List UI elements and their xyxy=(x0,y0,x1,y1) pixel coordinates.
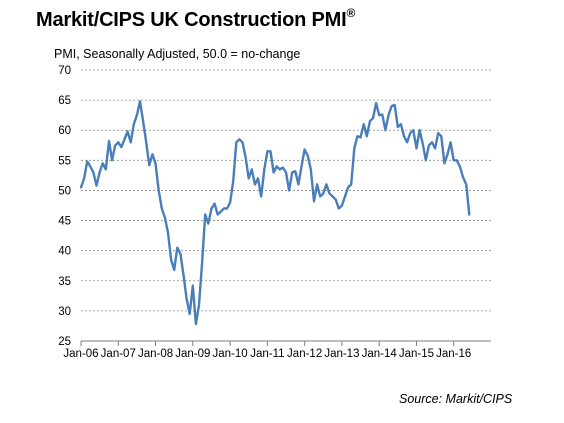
x-tick-label: Jan-14 xyxy=(362,348,398,360)
axes xyxy=(80,340,491,346)
x-axis-ticks: Jan-06 Jan-07 Jan-08 Jan-09 Jan-10 Jan-11 Jan-… xyxy=(63,348,471,360)
x-tick-label: Jan-09 xyxy=(175,348,210,360)
x-tick-label: Jan-16 xyxy=(436,348,471,360)
y-tick-label: 25 xyxy=(58,336,71,348)
x-tick-label: Jan-13 xyxy=(324,348,359,360)
registered-mark: ® xyxy=(346,6,356,20)
x-tick-label: Jan-11 xyxy=(250,348,284,360)
chart-subtitle: PMI, Seasonally Adjusted, 50.0 = no-chan… xyxy=(54,47,301,61)
y-tick-label: 45 xyxy=(58,216,71,228)
x-tick-label: Jan-15 xyxy=(399,348,434,360)
source-note: Source: Markit/CIPS xyxy=(399,392,513,406)
y-tick-label: 35 xyxy=(58,276,71,288)
y-axis-ticks: 70 65 60 55 50 45 40 35 30 25 xyxy=(58,65,71,348)
series-group xyxy=(79,100,471,326)
chart-title: Markit/CIPS UK Construction PMI® xyxy=(36,6,356,31)
x-tick-label: Jan-12 xyxy=(287,348,322,360)
pmi-series-line xyxy=(79,100,471,326)
y-tick-label: 50 xyxy=(58,185,71,197)
gridlines xyxy=(81,69,491,312)
x-tick-label: Jan-08 xyxy=(138,348,173,360)
x-tick-label: Jan-10 xyxy=(213,348,248,360)
x-tick-label: Jan-06 xyxy=(63,348,98,360)
y-tick-label: 65 xyxy=(58,95,71,107)
y-tick-label: 60 xyxy=(58,125,71,137)
y-tick-label: 40 xyxy=(58,246,71,258)
y-tick-label: 70 xyxy=(58,65,71,77)
x-tick-label: Jan-07 xyxy=(101,348,136,360)
y-tick-label: 30 xyxy=(58,306,71,318)
y-tick-label: 55 xyxy=(58,155,71,167)
